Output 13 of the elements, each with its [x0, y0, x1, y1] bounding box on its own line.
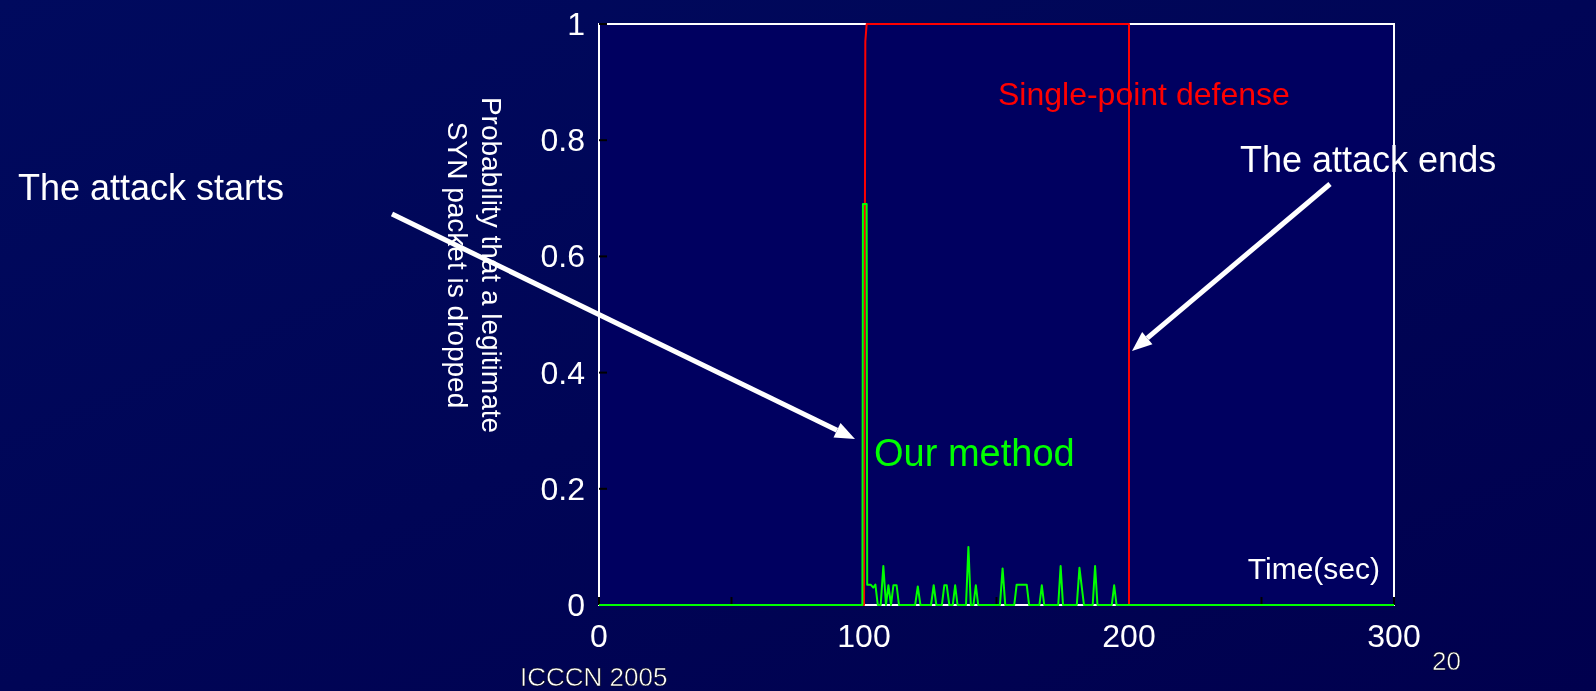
y-tick-label: 0.8	[540, 122, 585, 159]
y-tick-label: 0.4	[540, 354, 585, 391]
y-tick-label: 0	[567, 587, 585, 623]
y-tick-label: 1	[567, 6, 585, 42]
y-tick-label: 0.2	[540, 470, 585, 507]
text: ICCCN 2005	[520, 662, 668, 691]
text: The attack starts	[18, 167, 285, 208]
x-tick-label: 200	[1102, 618, 1156, 654]
y-tick-label: 0.6	[540, 238, 585, 275]
x-tick-label: 0	[590, 618, 608, 654]
x-tick-label: 100	[837, 618, 891, 654]
x-tick-label: 300	[1367, 618, 1421, 654]
text: 20	[1432, 646, 1461, 676]
